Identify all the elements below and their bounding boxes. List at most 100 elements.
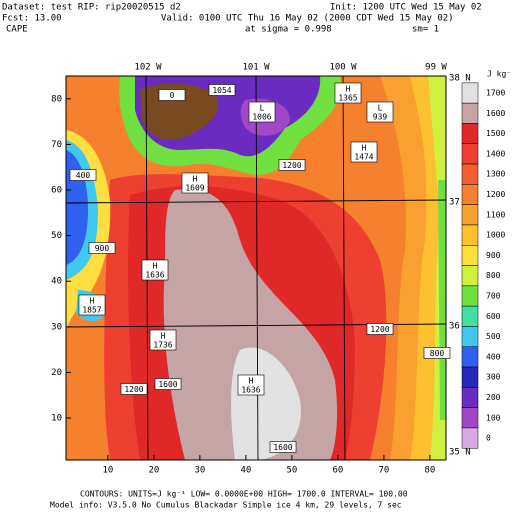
colorbar-swatch: [461, 326, 479, 348]
y-tick-label: 20: [51, 368, 62, 378]
colorbar-label: 1600: [486, 109, 505, 118]
label-box: [181, 172, 209, 194]
label-box: [350, 141, 378, 163]
label-box: [334, 82, 362, 104]
init: Init: 1200 UTC Wed 15 May 02: [330, 3, 482, 13]
colorbar-swatch: [461, 346, 479, 368]
contour-label: H 1365: [338, 84, 357, 102]
colorbar-swatch: [461, 163, 479, 185]
y-tick-label: 60: [51, 186, 62, 196]
x-tick-label: 70: [378, 466, 389, 476]
label-box: [154, 378, 182, 390]
contour-label: 1200: [370, 325, 389, 334]
colorbar-swatch: [461, 224, 479, 246]
y-tick-label: 70: [51, 140, 62, 150]
contour-label: 0: [170, 91, 175, 100]
colorbar-swatch: [461, 265, 479, 287]
label-box: [366, 323, 394, 335]
fcst: Fcst: 13.00: [2, 14, 62, 24]
colorbar-swatch: [461, 102, 479, 124]
label-box: [208, 84, 236, 96]
colorbar-units: J kg⁻¹: [487, 70, 512, 79]
colorbar-label: 700: [486, 292, 501, 301]
label-box: [366, 101, 394, 123]
x-tick-label: 20: [148, 466, 159, 476]
contour-label: 1600: [273, 443, 292, 452]
contour-label: 400: [76, 171, 91, 180]
label-box: [423, 347, 451, 359]
colorbar-swatch: [461, 427, 479, 449]
contour-label: L 1006: [252, 103, 271, 121]
colorbar-label: 600: [486, 312, 501, 321]
colorbar-swatch: [461, 407, 479, 429]
contour-label: H 1636: [241, 376, 260, 394]
colorbar-label: 300: [486, 373, 501, 382]
map-labels: 0 1054 L 1006 1200 H 1609 400 900 H 1636 H 1857 H 1736…: [69, 82, 451, 453]
contour-label: H 1636: [145, 261, 164, 279]
contour-label: H 1609: [185, 174, 204, 192]
label-box: [278, 159, 306, 171]
colorbar-label: 1300: [486, 170, 505, 179]
colorbar-swatch: [461, 387, 479, 408]
colorbar-label: 1200: [486, 190, 505, 199]
contour-label: H 1474: [354, 143, 373, 161]
lat-label: 38 N: [449, 74, 471, 84]
colorbar-label: 200: [486, 393, 501, 402]
colorbar-label: 900: [486, 251, 501, 260]
y-tick-label: 10: [51, 414, 62, 424]
contour-label: H 1736: [153, 331, 172, 349]
label-box: [237, 374, 265, 396]
x-tick-label: 10: [102, 466, 113, 476]
colorbar-label: 1100: [486, 210, 505, 219]
colorbar-swatch: [461, 366, 479, 388]
footer-contours: CONTOURS: UNITS=J kg⁻¹ LOW= 0.0000E+00 H…: [80, 490, 408, 499]
valid: Valid: 0100 UTC Thu 16 May 02 (2000 CDT …: [161, 14, 454, 24]
colorbar-swatch: [461, 305, 479, 327]
label-box: [269, 441, 297, 453]
contour-label: 800: [430, 349, 445, 358]
lon-label: 100 W: [329, 63, 357, 73]
y-tick-label: 30: [51, 322, 62, 332]
contour-label: 900: [95, 244, 110, 253]
colorbar-swatch: [461, 123, 479, 144]
lon-label: 99 W: [425, 63, 447, 73]
label-box: [248, 101, 276, 123]
colorbar-label: 0: [486, 434, 491, 443]
colorbar: 1700160015001400130012001100100090080070…: [461, 82, 505, 449]
contour-label: 1200: [124, 385, 143, 394]
label-box: [149, 329, 177, 351]
colorbar-label: 400: [486, 352, 501, 361]
lat-label: 36 N: [449, 322, 471, 332]
y-tick-label: 50: [51, 231, 62, 241]
smoothing: sm= 1: [412, 25, 439, 35]
label-box: [69, 169, 97, 181]
label-box: [88, 242, 116, 254]
level: at sigma = 0.998: [245, 25, 332, 35]
colorbar-label: 800: [486, 271, 501, 280]
colorbar-swatch: [461, 143, 479, 165]
colorbar-label: 1500: [486, 129, 505, 138]
label-box: [120, 383, 148, 395]
colorbar-label: 1400: [486, 149, 505, 158]
lon-label: 102 W: [134, 63, 162, 73]
lat-label: 35 N: [449, 448, 471, 458]
contour-label: 1600: [158, 380, 177, 389]
colorbar-swatch: [461, 204, 479, 226]
contour-label: 1200: [282, 161, 301, 170]
colorbar-label: 1700: [486, 89, 505, 98]
colorbar-label: 500: [486, 332, 501, 341]
contour-label: L 939: [373, 103, 388, 121]
colorbar-swatch: [461, 245, 479, 266]
contour-label: 1054: [212, 86, 231, 95]
y-tick-label: 80: [51, 94, 62, 104]
lon-label: 101 W: [242, 63, 270, 73]
colorbar-swatch: [461, 184, 479, 205]
contour-label: H 1857: [82, 296, 101, 314]
y-tick-label: 40: [51, 277, 62, 287]
label-box: [141, 259, 169, 281]
x-tick-label: 80: [424, 466, 435, 476]
colorbar-label: 100: [486, 413, 501, 422]
footer-model: Model info: V3.5.0 No Cumulus Blackadar …: [50, 501, 402, 510]
colorbar-swatch: [461, 285, 479, 307]
